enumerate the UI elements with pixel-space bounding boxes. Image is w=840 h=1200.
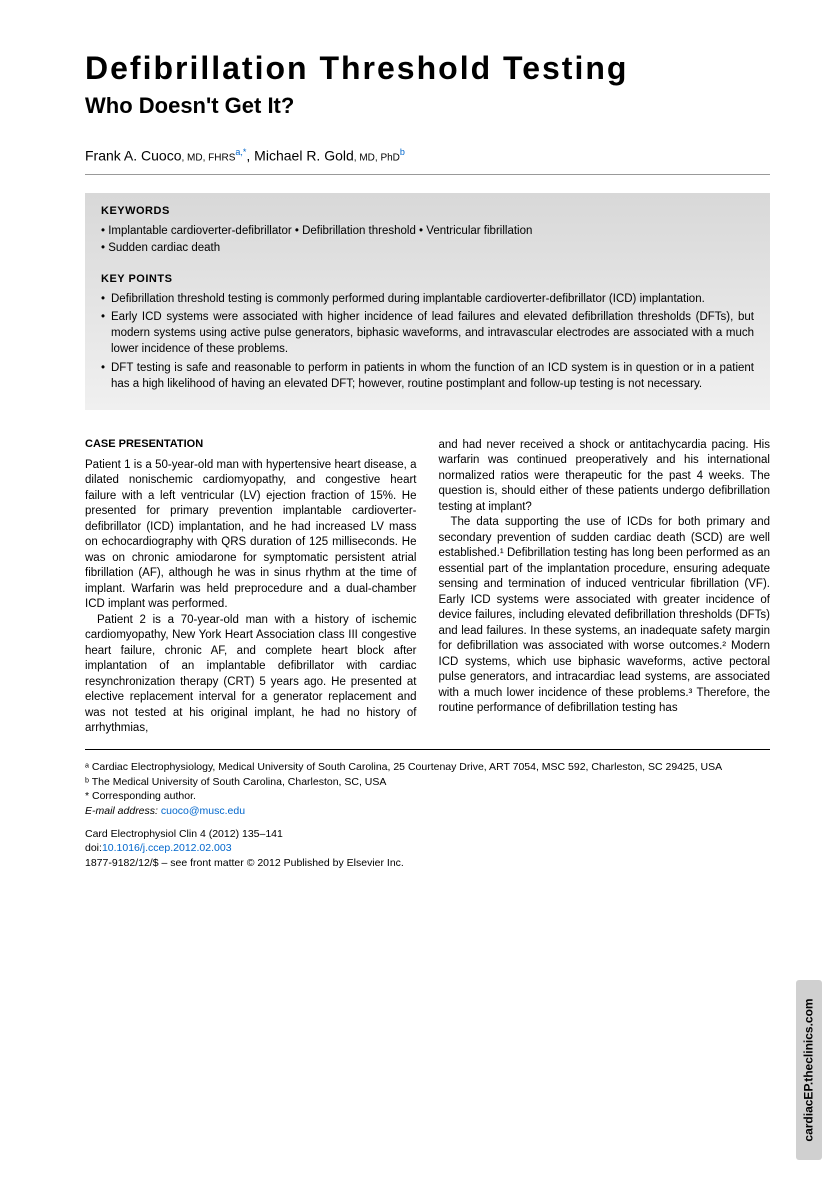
body-columns: CASE PRESENTATION Patient 1 is a 50-year…	[85, 438, 770, 737]
keypoint-3: DFT testing is safe and reasonable to pe…	[101, 360, 754, 392]
keywords-line-1: • Implantable cardioverter-defibrillator…	[101, 223, 754, 240]
side-tab-url[interactable]: cardiacEP.theclinics.com	[802, 998, 816, 1141]
section-heading-case: CASE PRESENTATION	[85, 438, 417, 450]
footer-divider	[85, 749, 770, 750]
affiliation-b: ᵇ The Medical University of South Caroli…	[85, 775, 770, 790]
email-label: E-mail address:	[85, 805, 161, 817]
para-col2-1: and had never received a shock or antita…	[439, 438, 771, 516]
citation: Card Electrophysiol Clin 4 (2012) 135–14…	[85, 827, 770, 842]
article-subtitle: Who Doesn't Get It?	[85, 93, 770, 119]
doi-link[interactable]: 10.1016/j.ccep.2012.02.003	[102, 842, 232, 854]
doi-label: doi:	[85, 842, 102, 854]
publication-info: Card Electrophysiol Clin 4 (2012) 135–14…	[85, 827, 770, 871]
author-1-name: Frank A. Cuoco	[85, 148, 182, 164]
body-text-left: Patient 1 is a 50-year-old man with hype…	[85, 458, 417, 737]
article-title: Defibrillation Threshold Testing	[85, 50, 770, 87]
keypoint-2: Early ICD systems were associated with h…	[101, 309, 754, 357]
para-col2-2: The data supporting the use of ICDs for …	[439, 515, 771, 717]
doi-line: doi:10.1016/j.ccep.2012.02.003	[85, 841, 770, 856]
side-tab: cardiacEP.theclinics.com	[796, 980, 822, 1160]
keywords-label: KEYWORDS	[101, 205, 754, 217]
keywords-keypoints-box: KEYWORDS • Implantable cardioverter-defi…	[85, 193, 770, 410]
author-1-affil-marker: a,*	[235, 147, 246, 157]
keywords-line-2: • Sudden cardiac death	[101, 240, 754, 257]
keywords-list: • Implantable cardioverter-defibrillator…	[101, 223, 754, 258]
para-col1-2: Patient 2 is a 70-year-old man with a hi…	[85, 613, 417, 737]
body-text-right: and had never received a shock or antita…	[439, 438, 771, 717]
para-col1-1: Patient 1 is a 50-year-old man with hype…	[85, 458, 417, 613]
keypoints-label: KEY POINTS	[101, 273, 754, 285]
affiliation-a: ᵃ Cardiac Electrophysiology, Medical Uni…	[85, 760, 770, 775]
column-right: and had never received a shock or antita…	[439, 438, 771, 737]
email-line: E-mail address: cuoco@musc.edu	[85, 804, 770, 819]
keypoints-list: Defibrillation threshold testing is comm…	[101, 291, 754, 392]
author-2-affil-marker: b	[400, 147, 405, 157]
corresponding-author: * Corresponding author.	[85, 789, 770, 804]
affiliations-block: ᵃ Cardiac Electrophysiology, Medical Uni…	[85, 760, 770, 819]
keypoint-1: Defibrillation threshold testing is comm…	[101, 291, 754, 307]
author-2-name: , Michael R. Gold	[246, 148, 353, 164]
copyright: 1877-9182/12/$ – see front matter © 2012…	[85, 856, 770, 871]
author-line: Frank A. Cuoco, MD, FHRSa,*, Michael R. …	[85, 147, 770, 175]
column-left: CASE PRESENTATION Patient 1 is a 50-year…	[85, 438, 417, 737]
author-2-credentials: , MD, PhD	[354, 153, 400, 164]
email-link[interactable]: cuoco@musc.edu	[161, 805, 245, 817]
author-1-credentials: , MD, FHRS	[182, 153, 236, 164]
